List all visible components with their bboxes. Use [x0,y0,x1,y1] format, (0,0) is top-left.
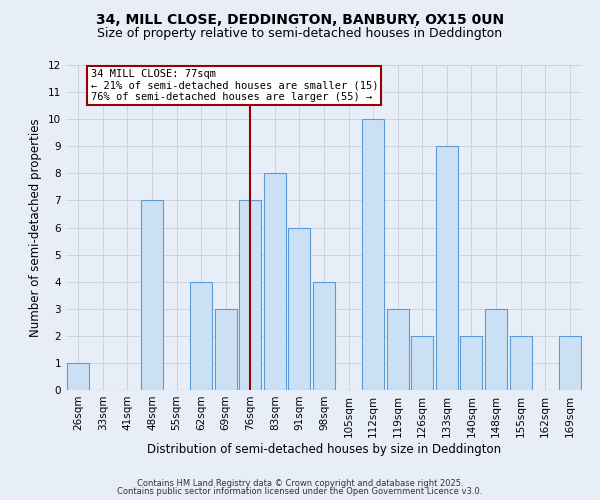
Text: 34 MILL CLOSE: 77sqm
← 21% of semi-detached houses are smaller (15)
76% of semi-: 34 MILL CLOSE: 77sqm ← 21% of semi-detac… [91,69,378,102]
Bar [264,174,286,390]
Bar [436,146,458,390]
Text: Contains public sector information licensed under the Open Government Licence v3: Contains public sector information licen… [118,487,482,496]
Text: Size of property relative to semi-detached houses in Deddington: Size of property relative to semi-detach… [97,28,503,40]
Bar [190,282,212,390]
Bar [559,336,581,390]
Bar [386,308,409,390]
Text: 34, MILL CLOSE, DEDDINGTON, BANBURY, OX15 0UN: 34, MILL CLOSE, DEDDINGTON, BANBURY, OX1… [96,12,504,26]
Bar [215,308,237,390]
Text: Contains HM Land Registry data © Crown copyright and database right 2025.: Contains HM Land Registry data © Crown c… [137,478,463,488]
Bar [289,228,310,390]
Bar [239,200,262,390]
Bar [67,363,89,390]
Bar [313,282,335,390]
Y-axis label: Number of semi-detached properties: Number of semi-detached properties [29,118,43,337]
Bar [485,308,507,390]
Bar [460,336,482,390]
Bar [362,119,384,390]
Bar [411,336,433,390]
X-axis label: Distribution of semi-detached houses by size in Deddington: Distribution of semi-detached houses by … [147,442,501,456]
Bar [141,200,163,390]
Bar [509,336,532,390]
